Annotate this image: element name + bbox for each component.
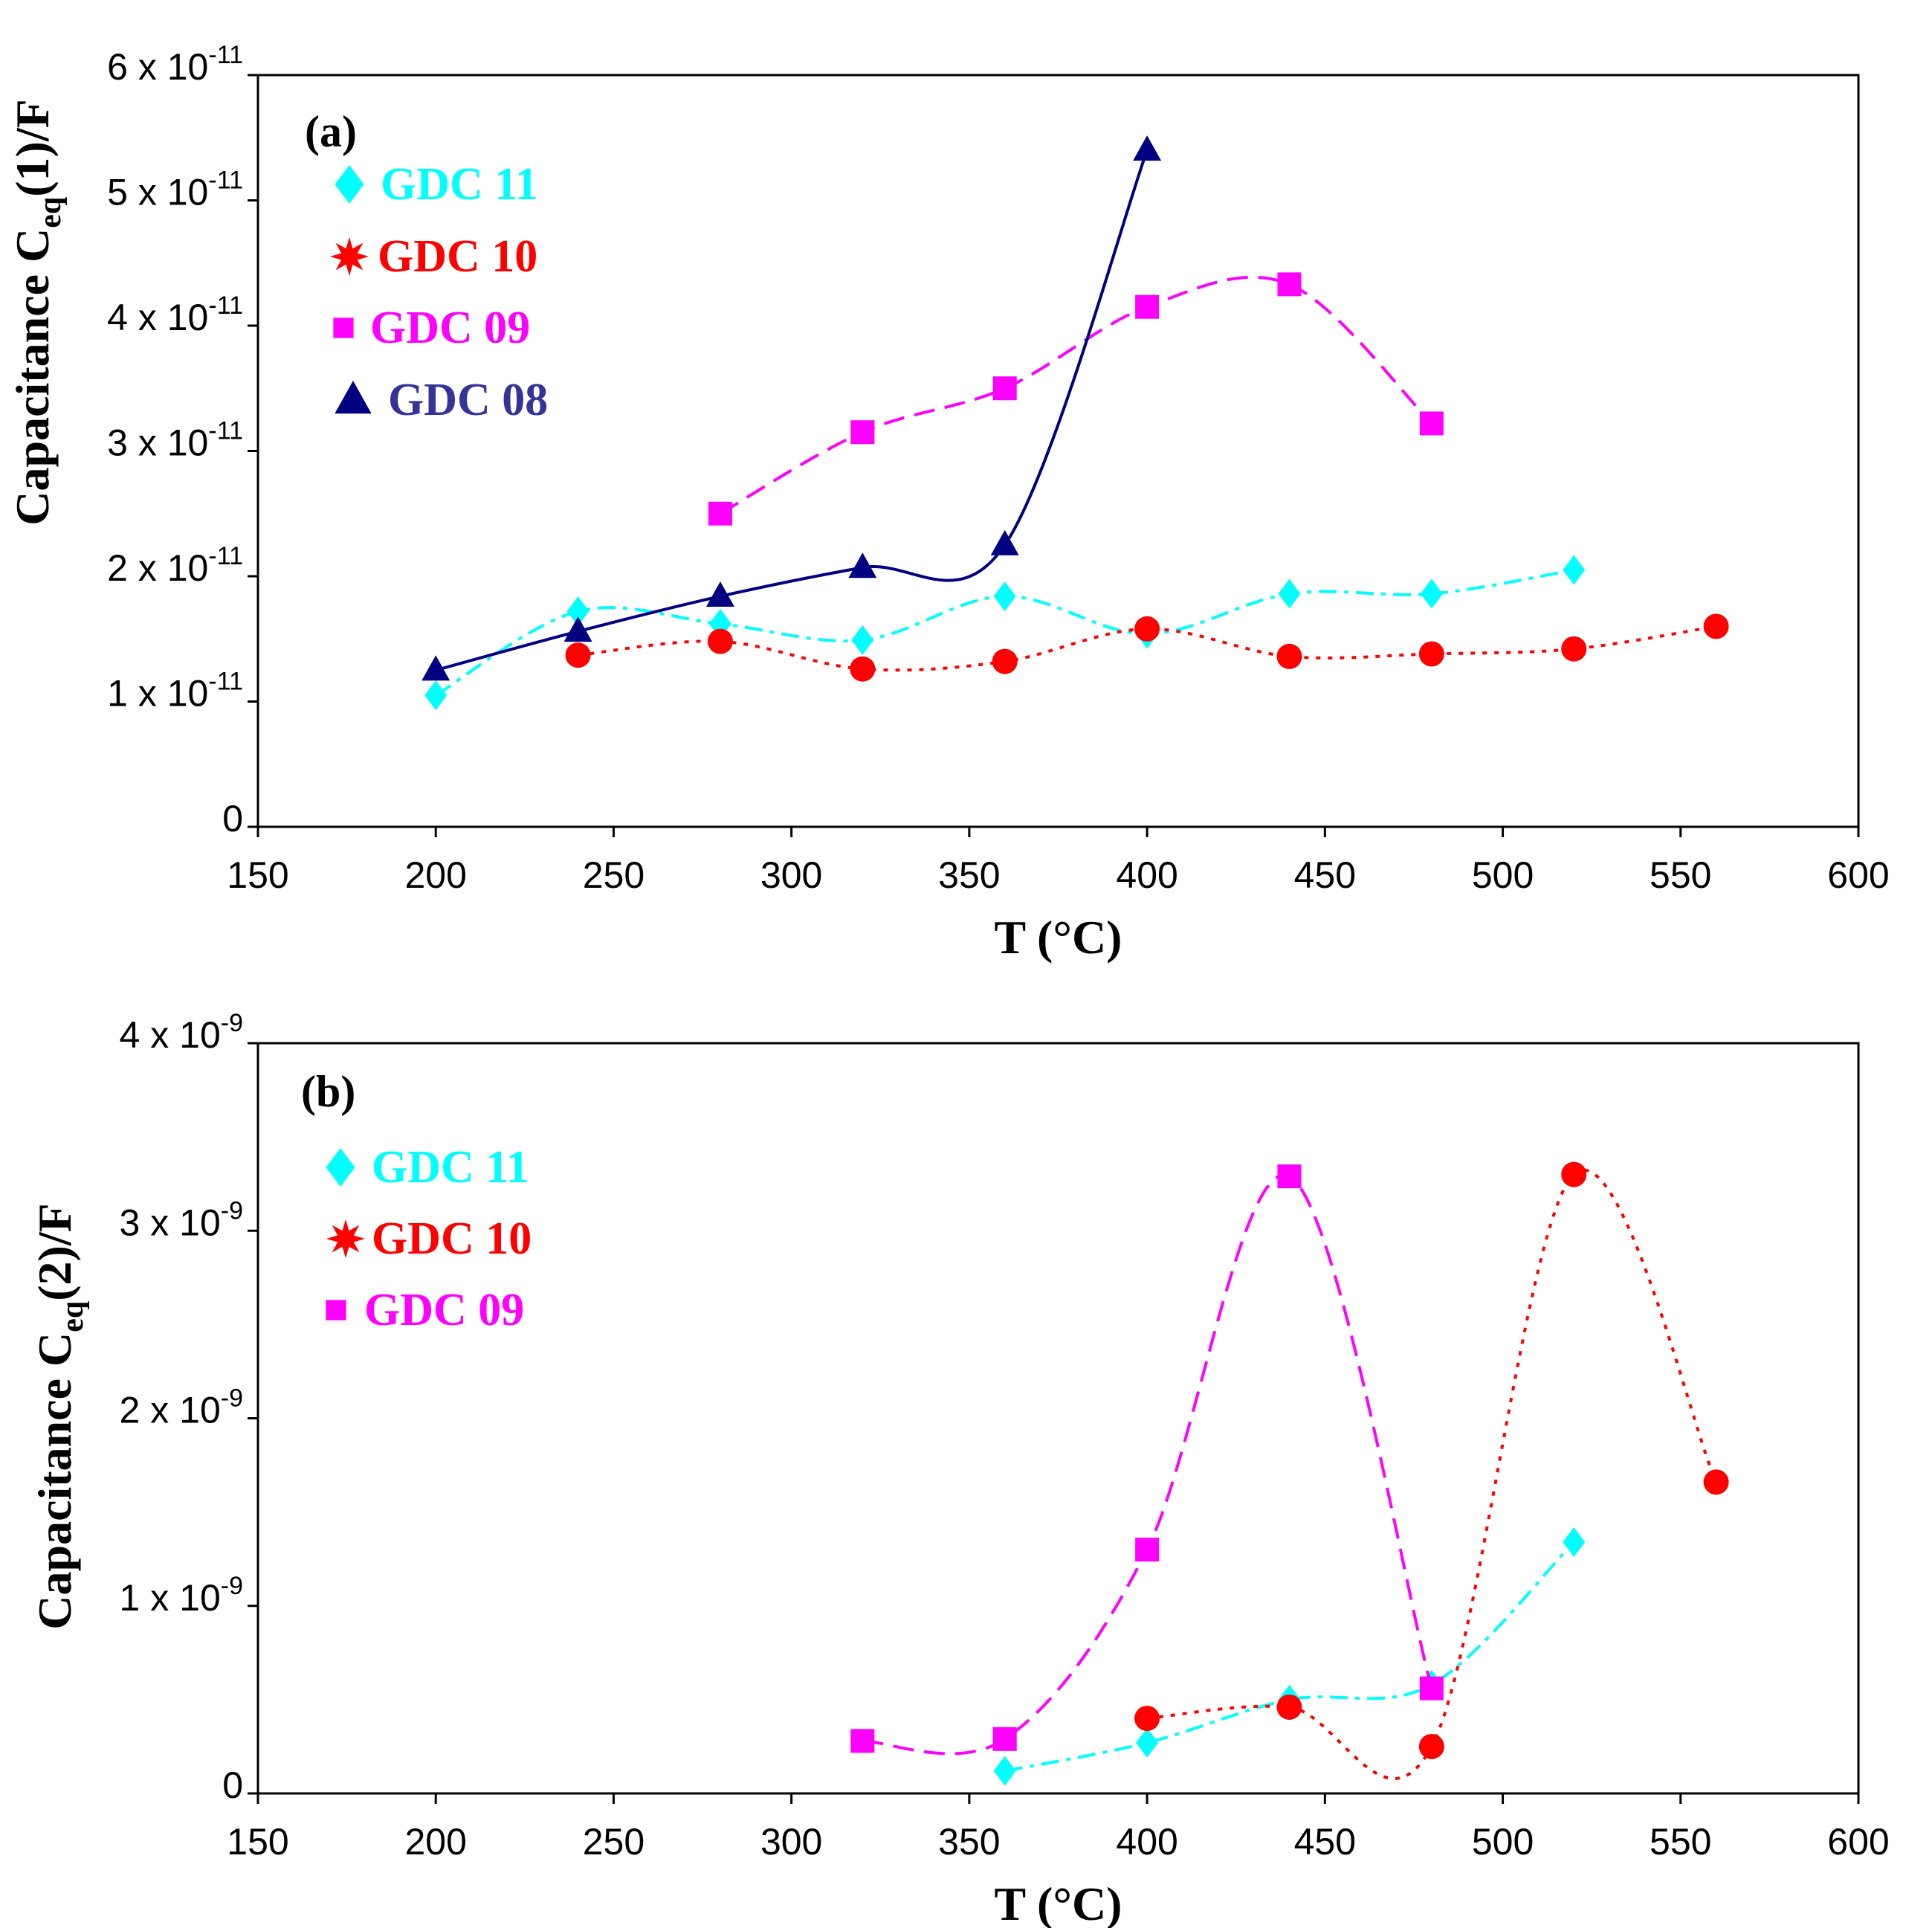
chart-panel-b: 150 200 250 300 350 400 450 500 550 600 0 1 x 10-9 2…: [28, 1009, 1890, 1928]
data-point-gdc-10: [1134, 1706, 1160, 1732]
legend-label-gdc-09: GDC 09: [364, 1285, 524, 1335]
legend-label-gdc-08: GDC 08: [388, 375, 548, 425]
series-line-gdc-11: [1004, 1541, 1575, 1773]
data-point-gdc-11: [1420, 578, 1443, 609]
y-tick-label: 0: [222, 1764, 243, 1806]
x-tick-label: 400: [1116, 854, 1177, 896]
x-tick-label: 250: [583, 1821, 644, 1863]
data-point-gdc-09: [1135, 294, 1160, 319]
x-tick-label: 600: [1827, 854, 1889, 896]
data-point-gdc-09: [850, 420, 875, 445]
data-point-gdc-10: [1134, 616, 1160, 642]
x-tick-label: 600: [1827, 1821, 1889, 1863]
legend-label-gdc-11: GDC 11: [381, 159, 538, 210]
data-point-gdc-10: [707, 628, 733, 654]
data-point-gdc-09: [992, 376, 1017, 401]
x-tick-label: 300: [760, 854, 822, 896]
data-point-gdc-11: [566, 596, 589, 627]
y-tick-label: 5 x 10-11: [107, 167, 243, 213]
legend-marker-gdc-10: [326, 1219, 365, 1258]
data-point-gdc-11: [993, 581, 1016, 611]
x-tick-label: 550: [1650, 854, 1711, 896]
y-tick-label: 3 x 10-9: [120, 1196, 243, 1243]
x-tick-label: 300: [760, 1821, 822, 1863]
data-point-gdc-08: [990, 529, 1019, 555]
chart-panel-a: 150 200 250 300 350 400 450 500 550 600 0 1 x 10-11…: [6, 41, 1890, 964]
x-tick-label: 500: [1472, 1821, 1534, 1863]
data-point-gdc-10: [1418, 1733, 1444, 1759]
x-tick-label: 550: [1650, 1821, 1711, 1863]
y-tick-label: 6 x 10-11: [107, 41, 243, 88]
y-tick-label: 0: [222, 798, 243, 839]
data-point-gdc-09: [850, 1729, 875, 1753]
x-tick-label: 250: [583, 854, 644, 896]
data-point-gdc-10: [992, 648, 1018, 674]
data-point-gdc-10: [1561, 1161, 1587, 1187]
y-tick-label: 3 x 10-11: [107, 417, 243, 464]
data-point-gdc-11: [1278, 578, 1301, 609]
data-point-gdc-09: [992, 1727, 1017, 1751]
panel-label: (b): [301, 1067, 355, 1116]
legend-label-gdc-10: GDC 10: [372, 1213, 532, 1264]
data-point-gdc-09: [1135, 1538, 1160, 1562]
y-tick-label: 4 x 10-11: [107, 291, 243, 338]
data-point-gdc-11: [1563, 555, 1586, 585]
series-line-gdc-09: [719, 275, 1433, 515]
x-tick-label: 200: [405, 854, 467, 896]
legend-label-gdc-11: GDC 11: [372, 1142, 529, 1193]
x-tick-label: 350: [938, 1821, 1000, 1863]
data-point-gdc-09: [1277, 272, 1302, 297]
x-tick-label: 450: [1294, 1821, 1356, 1863]
y-tick-label: 2 x 10-9: [120, 1384, 243, 1431]
series-line-gdc-09: [862, 1173, 1433, 1755]
data-point-gdc-11: [424, 680, 448, 711]
data-point-gdc-09: [708, 501, 732, 526]
legend-label-gdc-09: GDC 09: [370, 303, 530, 353]
legend-marker-gdc-11: [335, 165, 364, 204]
x-axis-title: T (°C): [995, 911, 1122, 964]
legend-marker-gdc-09: [333, 317, 354, 338]
data-point-gdc-10: [1703, 613, 1729, 639]
panel-label: (a): [305, 107, 357, 156]
x-tick-label: 500: [1472, 854, 1534, 896]
data-point-gdc-10: [1276, 1694, 1302, 1720]
x-tick-label: 350: [938, 854, 1000, 896]
data-point-gdc-08: [1133, 135, 1162, 161]
data-point-gdc-10: [1276, 643, 1302, 669]
data-point-gdc-10: [1561, 636, 1587, 662]
legend-label-gdc-10: GDC 10: [378, 231, 537, 282]
y-tick-label: 1 x 10-9: [120, 1572, 243, 1619]
y-axis-title: Capacitance Ceq(2)/F: [28, 1203, 90, 1629]
data-point-gdc-11: [993, 1755, 1016, 1786]
data-point-gdc-08: [705, 581, 734, 607]
y-tick-label: 4 x 10-9: [120, 1009, 243, 1056]
x-tick-label: 200: [405, 1821, 467, 1863]
x-tick-label: 150: [227, 1821, 288, 1863]
data-point-gdc-10: [565, 642, 591, 668]
x-tick-label: 450: [1294, 854, 1356, 896]
data-point-gdc-09: [1277, 1164, 1302, 1189]
legend-marker-gdc-09: [326, 1300, 346, 1321]
data-point-gdc-10: [1703, 1469, 1729, 1495]
data-point-gdc-09: [1419, 411, 1444, 436]
legend-marker-gdc-11: [326, 1148, 355, 1187]
data-point-gdc-11: [851, 625, 874, 655]
y-tick-label: 2 x 10-11: [107, 542, 243, 589]
data-point-gdc-11: [1563, 1526, 1586, 1557]
data-point-gdc-10: [850, 656, 876, 682]
legend-marker-gdc-08: [335, 381, 372, 414]
data-point-gdc-11: [1136, 1727, 1159, 1758]
data-point-gdc-09: [1419, 1676, 1444, 1700]
y-tick-label: 1 x 10-11: [107, 668, 243, 715]
data-point-gdc-08: [421, 655, 450, 681]
x-tick-label: 150: [227, 854, 288, 896]
data-point-gdc-08: [848, 552, 877, 578]
data-point-gdc-10: [1418, 641, 1444, 667]
x-tick-label: 400: [1116, 1821, 1177, 1863]
x-axis-title: T (°C): [995, 1877, 1122, 1928]
data-point-gdc-08: [563, 616, 592, 642]
legend-marker-gdc-10: [330, 237, 369, 276]
y-axis-title: Capacitance Ceq(1)/F: [6, 99, 68, 525]
